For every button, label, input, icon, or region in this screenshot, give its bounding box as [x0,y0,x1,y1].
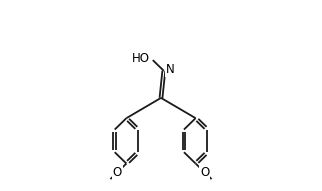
Text: HO: HO [132,52,150,65]
Text: O: O [113,166,122,179]
Text: O: O [200,166,209,179]
Text: N: N [166,63,175,76]
